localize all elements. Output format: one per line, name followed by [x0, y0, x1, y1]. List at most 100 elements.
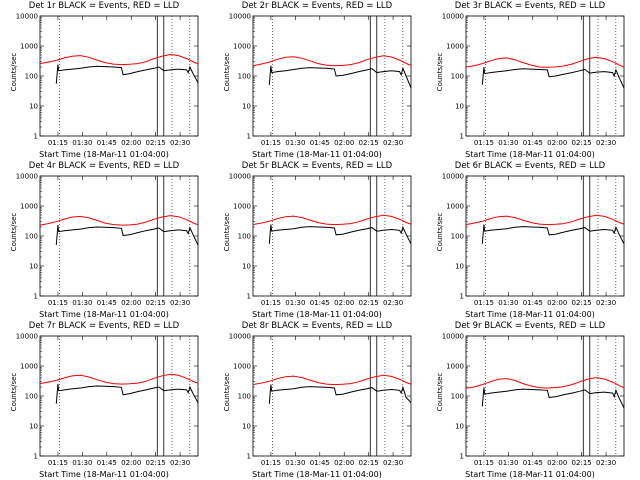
y-tick-label: 1 — [34, 453, 38, 461]
x-tick-label: 01:30 — [498, 139, 518, 147]
x-tick-label: 01:45 — [523, 459, 543, 467]
x-tick-label: 01:30 — [285, 139, 305, 147]
series-line-red — [465, 56, 625, 68]
series-line-black — [481, 224, 625, 245]
plot-frame — [465, 335, 625, 457]
plot-frame — [252, 15, 412, 137]
x-tick-label: 01:45 — [97, 299, 117, 307]
y-tick-label: 1000 — [233, 363, 251, 371]
y-tick-label: 10 — [242, 263, 251, 271]
series-line-red — [252, 214, 412, 226]
y-tick-label: 10000 — [442, 173, 464, 181]
plot-frame — [39, 175, 199, 297]
x-axis-label: Start Time (18-Mar-11 01:04:00) — [465, 310, 595, 319]
x-tick-label: 02:30 — [170, 459, 190, 467]
y-tick-label: 10000 — [442, 13, 464, 21]
x-axis-label: Start Time (18-Mar-11 01:04:00) — [465, 150, 595, 159]
y-axis-label: Counts/sec — [10, 52, 18, 92]
x-tick-label: 02:00 — [121, 139, 141, 147]
x-tick-label: 02:30 — [596, 299, 616, 307]
y-axis-label: Counts/sec — [436, 212, 444, 252]
y-tick-label: 100 — [25, 73, 38, 81]
plot-frame — [465, 175, 625, 297]
x-tick-label: 02:15 — [572, 139, 592, 147]
y-tick-label: 1 — [34, 133, 38, 141]
x-tick-label: 02:00 — [334, 459, 354, 467]
plot-title: Det 5r BLACK = Events, RED = LLD — [241, 161, 393, 171]
plot-title: Det 3r BLACK = Events, RED = LLD — [454, 1, 606, 11]
plot-title: Det 6r BLACK = Events, RED = LLD — [454, 161, 606, 171]
series-line-red — [39, 373, 199, 385]
x-tick-label: 01:30 — [285, 299, 305, 307]
x-axis-label: Start Time (18-Mar-11 01:04:00) — [252, 150, 382, 159]
x-tick-label: 02:15 — [359, 139, 379, 147]
x-tick-label: 02:15 — [146, 299, 166, 307]
y-tick-label: 1000 — [20, 203, 38, 211]
series-line-red — [465, 377, 625, 389]
x-tick-label: 01:45 — [523, 139, 543, 147]
plot-frame — [252, 335, 412, 457]
x-tick-label: 02:00 — [547, 459, 567, 467]
y-tick-label: 100 — [451, 233, 464, 241]
plot-panel-3: 1 10 100 1000 10000 01:15 01:30 01:45 02:00 02:15… — [426, 0, 634, 160]
x-tick-label: 02:00 — [547, 299, 567, 307]
series-line-black — [481, 66, 625, 89]
series-line-black — [55, 225, 199, 246]
y-tick-label: 1000 — [233, 43, 251, 51]
x-tick-label: 01:15 — [474, 459, 494, 467]
y-tick-label: 100 — [238, 233, 251, 241]
series-line-black — [55, 384, 199, 404]
plot-title: Det 8r BLACK = Events, RED = LLD — [241, 321, 393, 331]
x-tick-label: 02:30 — [596, 459, 616, 467]
x-tick-label: 02:00 — [121, 299, 141, 307]
x-tick-label: 01:45 — [310, 299, 330, 307]
y-tick-label: 1 — [247, 293, 251, 301]
x-tick-label: 01:45 — [310, 459, 330, 467]
y-tick-label: 100 — [238, 393, 251, 401]
series-line-black — [268, 224, 412, 245]
series-line-red — [465, 214, 625, 226]
x-tick-label: 01:45 — [97, 459, 117, 467]
x-tick-label: 02:00 — [121, 459, 141, 467]
x-tick-label: 02:15 — [359, 299, 379, 307]
x-tick-label: 01:15 — [48, 139, 68, 147]
x-tick-label: 02:00 — [334, 139, 354, 147]
plot-panel-4: 1 10 100 1000 10000 01:15 01:30 01:45 02:00 02:15… — [0, 160, 208, 320]
x-tick-label: 01:15 — [48, 299, 68, 307]
y-axis-label: Counts/sec — [10, 212, 18, 252]
plot-svg: 1 10 100 1000 10000 01:15 01:30 01:45 02:00 02:15… — [442, 333, 625, 467]
y-tick-label: 1000 — [446, 43, 464, 51]
plot-frame — [39, 335, 199, 457]
x-tick-label: 02:15 — [572, 299, 592, 307]
plot-frame — [39, 15, 199, 137]
y-axis-label: Counts/sec — [223, 52, 231, 92]
plot-svg: 1 10 100 1000 10000 01:15 01:30 01:45 02:00 02:15… — [229, 173, 412, 307]
x-tick-label: 02:15 — [359, 459, 379, 467]
plot-panel-1: 1 10 100 1000 10000 01:15 01:30 01:45 02:00 02:15… — [0, 0, 208, 160]
y-tick-label: 10 — [455, 103, 464, 111]
x-tick-label: 02:30 — [383, 459, 403, 467]
y-tick-label: 10000 — [229, 333, 251, 341]
y-tick-label: 1 — [460, 453, 464, 461]
x-tick-label: 02:00 — [547, 139, 567, 147]
x-tick-label: 02:30 — [170, 299, 190, 307]
y-tick-label: 100 — [25, 393, 38, 401]
y-tick-label: 10 — [29, 263, 38, 271]
x-tick-label: 02:30 — [170, 139, 190, 147]
x-tick-label: 01:45 — [97, 139, 117, 147]
x-axis-label: Start Time (18-Mar-11 01:04:00) — [39, 470, 169, 479]
plot-panel-6: 1 10 100 1000 10000 01:15 01:30 01:45 02:00 02:15… — [426, 160, 634, 320]
plot-svg: 1 10 100 1000 10000 01:15 01:30 01:45 02:00 02:15… — [229, 13, 412, 147]
x-tick-label: 01:15 — [48, 459, 68, 467]
y-tick-label: 100 — [25, 233, 38, 241]
x-tick-label: 01:30 — [498, 299, 518, 307]
y-tick-label: 1 — [247, 453, 251, 461]
plot-svg: 1 10 100 1000 10000 01:15 01:30 01:45 02:00 02:15… — [16, 173, 199, 307]
x-tick-label: 01:30 — [72, 459, 92, 467]
y-tick-label: 10 — [455, 263, 464, 271]
plot-title: Det 1r BLACK = Events, RED = LLD — [28, 1, 180, 11]
x-tick-label: 01:30 — [72, 299, 92, 307]
y-axis-label: Counts/sec — [223, 212, 231, 252]
y-tick-label: 1000 — [446, 203, 464, 211]
